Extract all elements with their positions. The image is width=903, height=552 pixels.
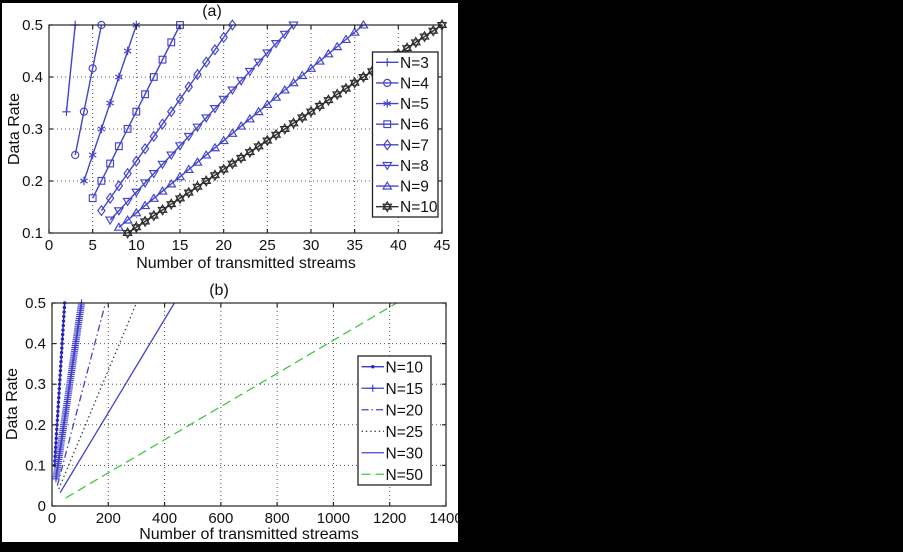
legend-label: N=9 [400,179,429,196]
legend-label: N=6 [400,117,429,134]
x-tick-label: 1000 [317,510,350,527]
series-N=4 [71,20,106,160]
legend-label: N=3 [400,55,429,72]
legend-label: N=50 [386,467,424,484]
series-N=7 [97,19,237,217]
x-tick-label: 400 [152,510,177,527]
x-tick-label: 5 [88,237,96,254]
x-tick-label: 10 [128,237,145,254]
x-tick-label: 1200 [373,510,406,527]
legend-label: N=4 [400,75,429,92]
legend-label: N=8 [400,158,429,175]
series-N=15 [52,299,86,483]
plot-a-axes: 0 5 10 15 20 25 30 35 40 45 0.1 0.2 0.3 0.4 0.5 [22,17,450,254]
y-tick-label: 0.3 [22,121,43,138]
series-N=6 [88,21,184,203]
legend-label: N=10 [400,199,438,216]
x-tick-label: 40 [390,237,407,254]
x-tick-label: 20 [215,237,232,254]
series-N=20 [56,302,107,486]
legend-label: N=25 [386,424,424,441]
plot-a-xlabel: Number of transmitted streams [136,255,356,272]
series-N=8 [104,21,299,226]
plot-a-title: (a) [202,3,222,20]
legend-label: N=7 [400,137,429,154]
legend-label: N=30 [386,445,424,462]
series-N=30 [59,302,175,493]
x-tick-label: 30 [303,237,320,254]
x-tick-label: 0 [48,510,56,527]
y-tick-label: 0.3 [25,376,46,393]
x-tick-label: 600 [208,510,233,527]
y-tick-label: 0.4 [22,69,43,86]
y-tick-label: 0.2 [22,173,43,190]
y-tick-label: 0.5 [25,295,46,312]
y-tick-label: 0.5 [22,17,43,34]
y-tick-label: 0.1 [25,457,46,474]
series-N=50 [65,302,398,499]
x-tick-label: 15 [172,237,189,254]
x-tick-label: 800 [265,510,290,527]
x-tick-label: 35 [346,237,363,254]
y-tick-label: 0 [38,498,46,515]
legend-label: N=20 [386,402,424,419]
series-N=5 [79,20,141,186]
x-tick-label: 25 [259,237,276,254]
legend-label: N=5 [400,96,429,113]
series-N=10 [52,301,67,468]
y-tick-label: 0.4 [25,336,46,353]
x-tick-label: 45 [434,237,451,254]
legend-label: N=15 [386,381,424,398]
plot-b-title: (b) [209,282,229,299]
figure-panel: (a) Data Rate Number of transmitted stre… [2,3,458,543]
plot-a: 0 5 10 15 20 25 30 35 40 450.10.20.30.40.5N=3N=4N… [22,17,450,254]
x-tick-label: 200 [96,510,121,527]
legend-label: N=10 [386,359,424,376]
series-N=25 [58,302,138,490]
series-N=3 [62,20,80,117]
plot-a-legend: N=3 N=4 N=5 N=6 N=7 N=8 N=9 N=10 [371,51,439,218]
plot-b-legend: N=10 N=15 N=20 N=25 N=30 N=50 [357,355,432,486]
y-tick-label: 0.2 [25,417,46,434]
y-tick-label: 0.1 [22,225,43,242]
plots-svg: 0 5 10 15 20 25 30 35 40 450.10.20.30.40.5N=3N=4N… [22,17,458,527]
series-N=9 [113,19,369,231]
x-tick-label: 0 [45,237,53,254]
plot-b-xlabel: Number of transmitted streams [139,526,359,543]
